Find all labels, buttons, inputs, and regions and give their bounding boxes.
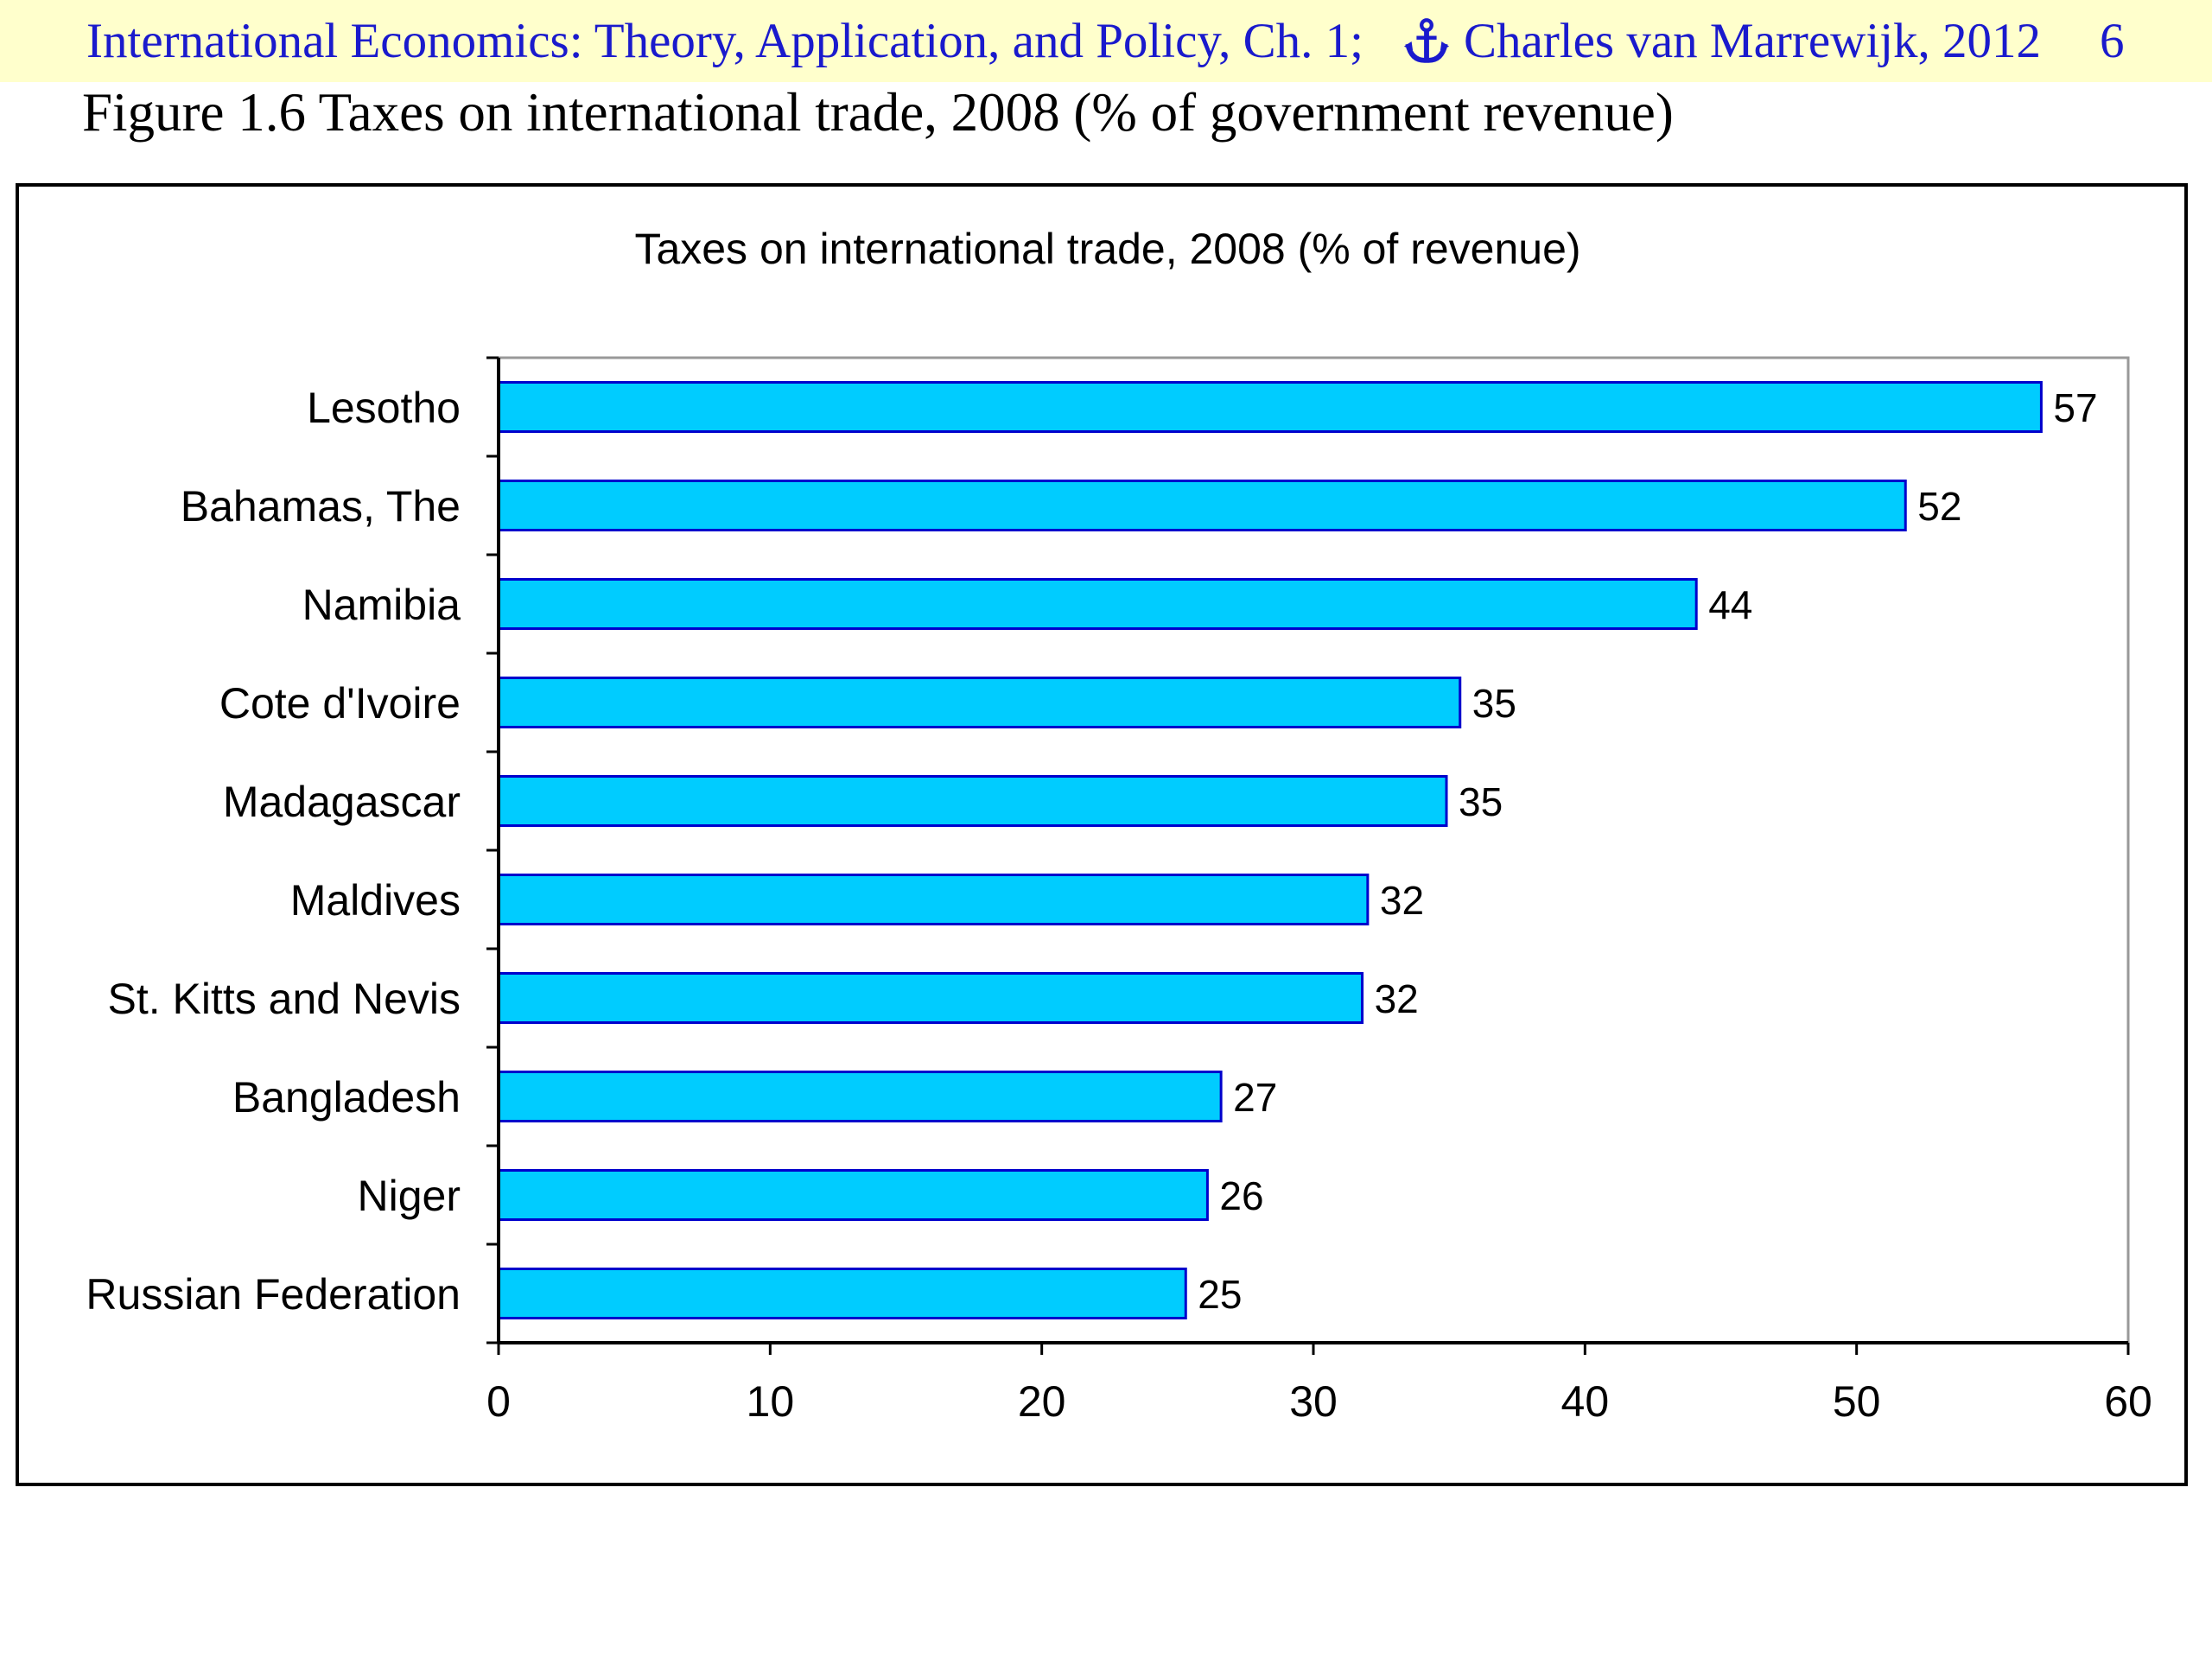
category-label: Cote d'Ivoire: [219, 679, 461, 728]
category-label: St. Kitts and Nevis: [108, 975, 461, 1023]
author-text: Charles van Marrewijk, 2012: [1464, 14, 2041, 68]
category-label: Madagascar: [223, 778, 461, 826]
category-label: Maldives: [290, 876, 461, 925]
data-label: 32: [1375, 976, 1419, 1021]
bar: [497, 1268, 1187, 1319]
header-band: [0, 0, 2212, 82]
data-label: 35: [1472, 681, 1516, 726]
bar: [497, 874, 1370, 925]
data-label: 26: [1219, 1173, 1263, 1218]
x-tick-label: 40: [1561, 1377, 1610, 1426]
category-label: Namibia: [302, 581, 461, 629]
category-label: Bangladesh: [232, 1073, 461, 1122]
anchor-icon: [1403, 18, 1450, 63]
data-label: 25: [1198, 1272, 1242, 1317]
page-number: 6: [2100, 14, 2125, 68]
bar: [497, 1071, 1223, 1122]
category-label: Bahamas, The: [181, 482, 461, 531]
bar: [497, 775, 1448, 827]
data-label: 52: [1917, 484, 1961, 529]
x-tick-label: 0: [486, 1377, 511, 1426]
x-tick-label: 20: [1018, 1377, 1066, 1426]
chart-title: Taxes on international trade, 2008 (% of…: [634, 225, 1580, 273]
data-label: 27: [1233, 1075, 1277, 1120]
figure-caption: Figure 1.6 Taxes on international trade,…: [82, 82, 1674, 143]
x-tick-label: 10: [747, 1377, 795, 1426]
data-label: 35: [1459, 779, 1503, 824]
bar: [497, 381, 2043, 433]
category-label: Lesotho: [307, 384, 461, 432]
bar: [497, 972, 1364, 1024]
header-course-title: International Economics: Theory, Applica…: [86, 14, 1364, 68]
bar: [497, 677, 1462, 728]
x-tick-label: 50: [1833, 1377, 1881, 1426]
plot-area: Lesotho 57 Bahamas, The 52 Namibia 44 Cote d'I…: [86, 356, 2152, 1426]
bar: [497, 1169, 1209, 1221]
bar: [497, 578, 1698, 630]
data-label: 44: [1708, 582, 1752, 627]
x-tick-label: 30: [1289, 1377, 1338, 1426]
x-tick-label: 60: [2104, 1377, 2152, 1426]
chart-frame: Taxes on international trade, 2008 (% of…: [16, 183, 2188, 1486]
data-label: 32: [1380, 878, 1424, 923]
data-label: 57: [2053, 385, 2097, 430]
bar: [497, 480, 1907, 531]
category-label: Niger: [358, 1172, 461, 1220]
header-author: Charles van Marrewijk, 2012: [1402, 12, 2041, 71]
category-label: Russian Federation: [86, 1270, 461, 1319]
bar-chart: Taxes on international trade, 2008 (% of…: [86, 225, 2152, 1426]
